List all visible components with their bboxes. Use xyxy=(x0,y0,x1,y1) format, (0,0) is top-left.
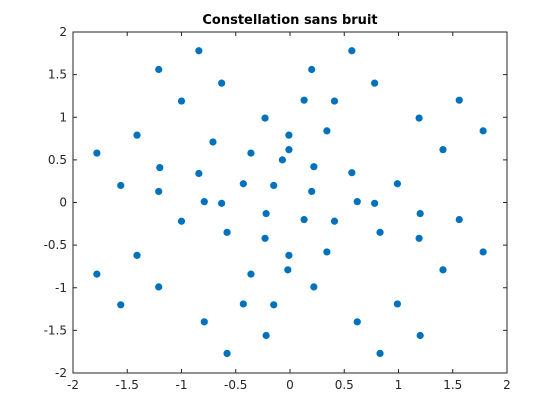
y-tick-label: -1 xyxy=(55,281,67,295)
data-point xyxy=(117,301,125,309)
data-point xyxy=(133,131,141,139)
data-point xyxy=(376,228,384,236)
data-point xyxy=(270,181,278,190)
data-point xyxy=(455,215,463,224)
data-point xyxy=(439,146,447,154)
x-tick-label: -1 xyxy=(176,378,188,392)
data-point xyxy=(285,251,293,259)
data-point xyxy=(117,181,125,190)
y-tick-label: 0.5 xyxy=(48,153,67,167)
data-point xyxy=(93,270,101,278)
data-point xyxy=(323,248,331,256)
chart-title: Constellation sans bruit xyxy=(202,13,377,28)
data-point xyxy=(155,283,163,291)
tick-labels: -2 -1.5 -1 -0.5 0 0.5 1 1.5 2 -2 -1.5 -1 -0.5 0 0.5 1 1.… xyxy=(44,25,511,392)
data-point xyxy=(133,251,141,259)
x-tick-label: -1.5 xyxy=(116,378,139,392)
axes xyxy=(72,31,508,374)
data-point xyxy=(310,283,318,291)
data-point xyxy=(479,248,487,256)
data-point xyxy=(195,47,203,55)
data-point xyxy=(323,127,331,135)
x-tick-label: 1 xyxy=(395,378,403,392)
data-point xyxy=(155,187,163,196)
data-point xyxy=(310,163,318,171)
x-tick-label: 1.5 xyxy=(443,378,462,392)
data-point xyxy=(195,169,203,178)
data-point xyxy=(353,198,361,206)
data-point xyxy=(415,114,423,122)
data-point xyxy=(371,199,379,207)
data-point xyxy=(200,318,208,326)
data-point xyxy=(371,79,379,87)
y-tick-label: 1.5 xyxy=(48,68,67,82)
x-tick-label: 2 xyxy=(503,378,511,392)
data-point xyxy=(200,198,208,206)
data-point xyxy=(177,97,186,105)
data-point xyxy=(416,209,424,218)
data-point xyxy=(330,217,339,225)
data-point xyxy=(177,217,186,225)
y-tick-label: 1 xyxy=(59,110,67,124)
data-point xyxy=(285,131,293,139)
data-point xyxy=(415,234,423,242)
x-tick-label: -0.5 xyxy=(224,378,247,392)
data-point xyxy=(393,300,402,308)
data-point xyxy=(308,65,316,74)
data-point xyxy=(330,97,339,105)
data-point xyxy=(223,349,231,357)
x-tick-label: 0.5 xyxy=(335,378,354,392)
data-point xyxy=(239,300,247,308)
data-point xyxy=(278,156,287,164)
data-point xyxy=(308,187,316,196)
data-point xyxy=(155,65,163,74)
data-point xyxy=(455,96,463,104)
data-point xyxy=(348,169,356,177)
data-point xyxy=(262,331,270,340)
data-point xyxy=(376,349,384,357)
data-point xyxy=(218,79,226,87)
x-tick-label: 0 xyxy=(286,378,294,392)
data-point xyxy=(284,266,292,274)
y-tick-label: -0.5 xyxy=(44,238,67,252)
y-tick-label: 2 xyxy=(59,25,67,39)
y-tick-label: 0 xyxy=(59,196,67,210)
data-point xyxy=(156,163,164,172)
data-point xyxy=(416,331,424,340)
data-point xyxy=(353,318,361,326)
data-point xyxy=(285,146,293,154)
data-point xyxy=(93,149,101,157)
data-point xyxy=(479,127,487,135)
data-point xyxy=(439,266,447,274)
data-point xyxy=(261,114,269,122)
data-point xyxy=(247,270,255,278)
data-point xyxy=(261,234,269,242)
data-point xyxy=(270,301,278,309)
data-point xyxy=(218,199,226,207)
data-point xyxy=(209,138,217,146)
data-point xyxy=(262,209,270,218)
y-tick-label: -1.5 xyxy=(44,323,67,337)
y-tick-label: -2 xyxy=(55,366,67,380)
data-point xyxy=(300,215,308,224)
data-point xyxy=(300,96,308,104)
x-tick-label: -2 xyxy=(67,378,79,392)
data-point xyxy=(393,180,402,188)
data-point xyxy=(247,149,255,157)
data-point xyxy=(239,180,247,188)
data-points xyxy=(93,47,487,357)
data-point xyxy=(223,228,231,236)
data-point xyxy=(348,47,356,55)
